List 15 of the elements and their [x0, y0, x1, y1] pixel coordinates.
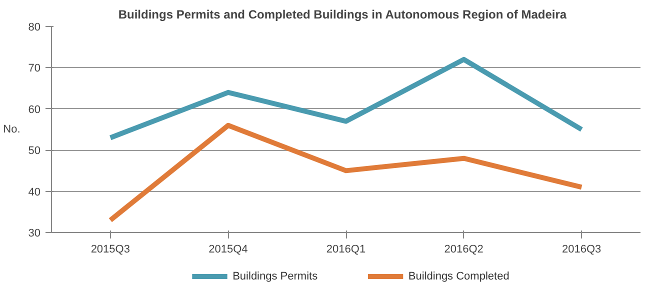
- legend-label: Buildings Permits: [232, 270, 318, 282]
- y-tick-label: 30: [28, 228, 41, 240]
- x-tick-label: 2015Q3: [90, 244, 130, 256]
- x-tick-label: 2016Q1: [326, 244, 366, 256]
- y-tick-label: 60: [28, 104, 41, 116]
- legend-label: Buildings Completed: [408, 270, 510, 282]
- y-axis-title: No.: [3, 124, 20, 136]
- y-tick-label: 80: [28, 22, 41, 34]
- x-tick-label: 2015Q4: [208, 244, 248, 256]
- y-tick-label: 40: [28, 186, 41, 198]
- y-tick-label: 70: [28, 62, 41, 75]
- x-tick-label: 2016Q2: [444, 244, 484, 256]
- x-tick-label: 2016Q3: [562, 244, 602, 256]
- y-tick-label: 50: [28, 145, 41, 158]
- chart-title: Buildings Permits and Completed Buildings in Autonomous Region of Madeira: [118, 8, 567, 22]
